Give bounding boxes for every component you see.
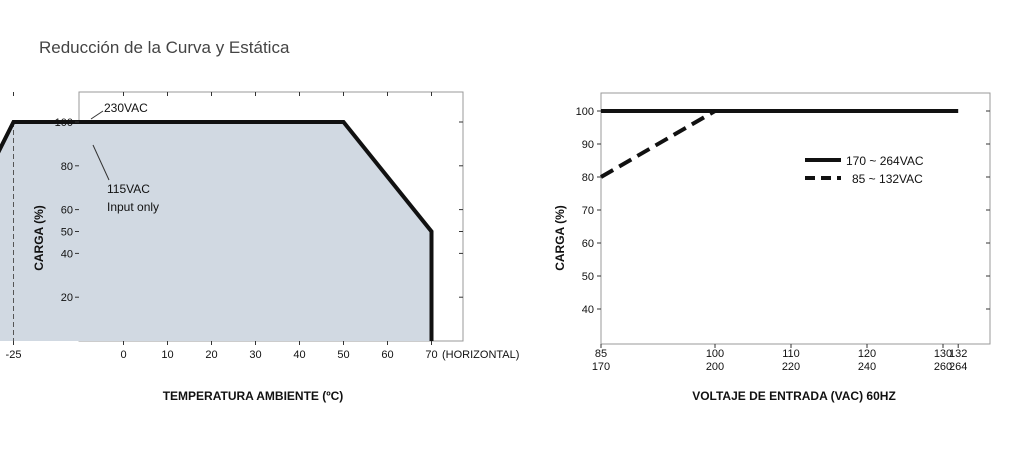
chart2-x-tick-label-top: 132 — [949, 348, 967, 360]
chart2-y-axis-title: CARGA (%) — [553, 205, 567, 271]
chart1-y-tick-label: 50 — [61, 227, 73, 239]
chart1-y-tick-label: 60 — [61, 205, 73, 217]
chart1-y-tick-label: 80 — [61, 161, 73, 173]
chart2-x-tick-label-bottom: 240 — [858, 361, 876, 373]
chart2-x-tick-label-bottom: 200 — [706, 361, 724, 373]
chart1-y-tick-label: 40 — [61, 248, 73, 260]
chart1-y-tick-label: 20 — [61, 292, 73, 304]
chart2-x-tick-label-bottom: 264 — [949, 361, 967, 373]
chart2-y-tick-label: 50 — [582, 271, 594, 283]
chart1-x-tick-label: 30 — [249, 349, 261, 361]
chart2-x-tick-label-top: 110 — [782, 348, 800, 360]
chart1-annotation-input-only: Input only — [107, 200, 159, 214]
chart2-legend-label-1: 170 ~ 264VAC — [846, 154, 924, 168]
page-title: Reducción de la Curva y Estática — [39, 38, 290, 57]
chart2-x-tick-label-bottom: 260 — [934, 361, 952, 373]
chart2-y-tick-label: 100 — [576, 106, 594, 118]
chart2-x-tick-label-top: 100 — [706, 348, 724, 360]
chart1-x-tick-label: -25 — [6, 349, 22, 361]
chart1-x-axis-title: TEMPERATURA AMBIENTE (ºC) — [163, 389, 344, 403]
chart1-y-tick-label: 100 — [55, 117, 73, 129]
chart2-y-tick-label: 90 — [582, 139, 594, 151]
chart2-y-tick-label: 80 — [582, 172, 594, 184]
chart2-series-line-2 — [599, 109, 717, 179]
chart2-x-tick-label-top: 130 — [934, 348, 952, 360]
chart1-x-tick-label: 70 — [425, 349, 437, 361]
chart1-x-suffix-label: (HORIZONTAL) — [442, 349, 519, 361]
chart1-x-tick-label: 50 — [337, 349, 349, 361]
chart2-x-tick-label-top: 120 — [858, 348, 876, 360]
chart1-x-tick-label: 10 — [161, 349, 173, 361]
chart2-y-tick-label: 40 — [582, 304, 594, 316]
chart2-x-tick-label-bottom: 220 — [782, 361, 800, 373]
chart1-x-tick-label: 40 — [293, 349, 305, 361]
chart1-x-tick-label: 60 — [381, 349, 393, 361]
chart1-x-tick-label: 0 — [120, 349, 126, 361]
chart2-y-tick-label: 70 — [582, 205, 594, 217]
chart1-y-axis-title: CARGA (%) — [32, 205, 46, 271]
chart1-annotation-230vac-leader — [90, 110, 104, 120]
chart1-annotation-230vac: 230VAC — [104, 101, 148, 115]
chart2-x-tick-label-top: 85 — [595, 348, 607, 360]
chart2-plot-frame — [600, 92, 991, 345]
chart1-annotation-115vac: 115VAC — [107, 182, 150, 196]
chart1-annotation-115vac-leader — [92, 144, 110, 181]
chart1-series-line — [0, 120, 434, 341]
chart2-y-tick-label: 60 — [582, 238, 594, 250]
chart2-legend-label-2: 85 ~ 132VAC — [852, 172, 923, 186]
chart2-x-axis-title: VOLTAJE DE ENTRADA (VAC) 60HZ — [692, 389, 896, 403]
chart2-x-tick-label-bottom: 170 — [592, 361, 610, 373]
chart1-x-tick-label: 20 — [205, 349, 217, 361]
